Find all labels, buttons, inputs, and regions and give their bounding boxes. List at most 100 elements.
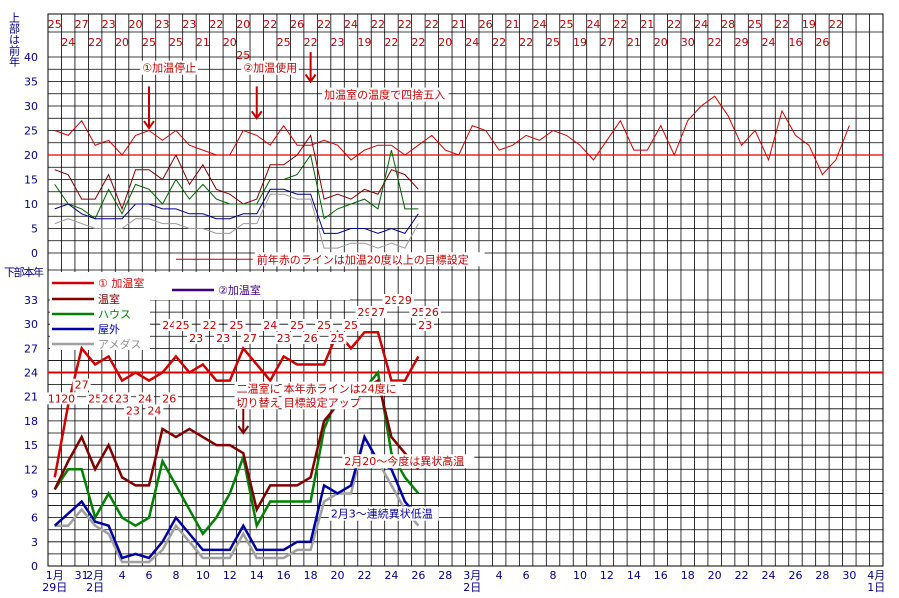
lower-value-label: 23: [115, 392, 129, 405]
lower-value-label: 25: [344, 319, 358, 332]
upper-annotation: ②加温使用: [243, 62, 297, 75]
x-tick: 24: [762, 569, 776, 582]
upper-label-row1: 22: [317, 18, 331, 31]
x-tick: 3月: [463, 569, 481, 582]
upper-label-row1: 23: [155, 18, 169, 31]
x-tick: 16: [654, 569, 668, 582]
upper-label-row1: 20: [129, 18, 143, 31]
value-label-bg: [123, 404, 142, 417]
upper-label-row2: 20: [223, 36, 237, 49]
value-label-bg: [200, 319, 219, 332]
lower-annotation: 2月20～今度は異状高温: [344, 454, 464, 468]
x-tick: 10: [573, 569, 587, 582]
x-tick: 24: [384, 569, 398, 582]
lower-value-label: 11: [48, 392, 62, 405]
upper-label-row2: 29: [735, 36, 749, 49]
lower-annotation: 切り替え: [237, 395, 281, 409]
annotation-bg: [234, 381, 279, 396]
legend-label: アメダス: [98, 337, 141, 351]
value-label-bg: [261, 319, 280, 332]
lower-value-label: 24: [138, 392, 152, 405]
annotation-bg: [241, 60, 299, 75]
lower-value-label: 23: [418, 319, 432, 332]
lower-series-line-0: [53, 329, 420, 478]
lower-value-label: 25: [317, 319, 331, 332]
upper-annotation: 加温室の温度で四捨五入: [324, 88, 445, 102]
x-tick: 4: [119, 569, 126, 582]
value-label-bg: [145, 404, 164, 417]
x-tick: 31: [75, 569, 89, 582]
lower-y-tick: 3: [31, 536, 38, 549]
value-label-bg: [241, 331, 260, 344]
lower-value-label: 25: [230, 319, 244, 332]
upper-label-row2: 22: [519, 36, 533, 49]
upper-label-row1: 24: [586, 18, 600, 31]
value-label-bg: [113, 392, 132, 405]
upper-y-tick: 35: [24, 76, 38, 89]
upper-label-row1: 22: [829, 18, 843, 31]
upper-label-row2: 27: [600, 36, 614, 49]
upper-label-row2: 24: [61, 36, 75, 49]
upper-y-tick: 40: [24, 51, 38, 64]
lower-y-tick: 12: [24, 463, 38, 476]
lower-value-label: 24: [162, 319, 176, 332]
lower-value-label: 26: [425, 306, 439, 319]
upper-label-row1: 22: [775, 18, 789, 31]
value-label-bg: [187, 331, 206, 344]
upper-label-row1: 22: [667, 18, 681, 31]
upper-label-row1: 22: [425, 18, 439, 31]
lower-value-label: 25: [411, 306, 425, 319]
x-tick: 10: [196, 569, 210, 582]
lower-value-label: 27: [371, 306, 385, 319]
upper-label-row1: 25: [48, 18, 62, 31]
legend-label: 屋外: [98, 323, 120, 336]
lower-value-label: 22: [203, 319, 217, 332]
upper-label-row2: 22: [384, 36, 398, 49]
upper-label-row1: 20: [236, 18, 250, 31]
annotation-bg: [234, 395, 279, 410]
upper-label-row1: 22: [371, 18, 385, 31]
upper-label-row1: 19: [802, 18, 816, 31]
upper-label-row2: 21: [627, 36, 641, 49]
lower-value-label: 23: [277, 332, 291, 345]
upper-label-row2: 20: [438, 36, 452, 49]
x-tick: 22: [357, 569, 371, 582]
legend-label: 温室: [98, 292, 120, 306]
lower-annotation: 目標設定アップ: [284, 395, 361, 409]
x-tick: 4: [496, 569, 503, 582]
value-label-bg: [342, 319, 361, 332]
x-tick: 2月: [86, 569, 104, 582]
upper-label-row2: 22: [304, 36, 318, 49]
x-tick: 18: [304, 569, 318, 582]
lower-value-label: 23: [126, 404, 140, 417]
value-label-bg: [328, 331, 347, 344]
upper-label-row2: 19: [357, 36, 371, 49]
lower-value-label: 27: [243, 332, 257, 345]
x-tick-sub: 29日: [42, 581, 67, 594]
upper-label-row1: 23: [182, 18, 196, 31]
value-label-bg: [395, 294, 414, 307]
lower-y-tick: 30: [24, 318, 38, 331]
upper-label-row2: 25: [277, 36, 291, 49]
x-tick: 14: [627, 569, 641, 582]
value-label-bg: [160, 392, 179, 405]
upper-annotation: 前年赤のラインは加温20度以上の目標設定: [257, 252, 469, 266]
value-label-bg: [301, 331, 320, 344]
lower-y-tick: 18: [24, 415, 38, 428]
lower-y-tick: 27: [24, 342, 38, 355]
x-tick: 28: [815, 569, 829, 582]
lower-value-label: 26: [304, 332, 318, 345]
upper-label-row1: 24: [694, 18, 708, 31]
x-tick: 14: [250, 569, 264, 582]
x-tick: 30: [842, 569, 856, 582]
x-tick: 1月: [46, 569, 64, 582]
x-tick: 6: [146, 569, 153, 582]
annotation-bg: [254, 252, 485, 267]
upper-label-row2: 22: [708, 36, 722, 49]
value-label-bg: [173, 319, 192, 332]
lower-value-label: 23: [189, 332, 203, 345]
lower-y-tick: 21: [24, 391, 38, 404]
lower-value-label: 25: [176, 319, 190, 332]
upper-label-row2: 20: [654, 36, 668, 49]
